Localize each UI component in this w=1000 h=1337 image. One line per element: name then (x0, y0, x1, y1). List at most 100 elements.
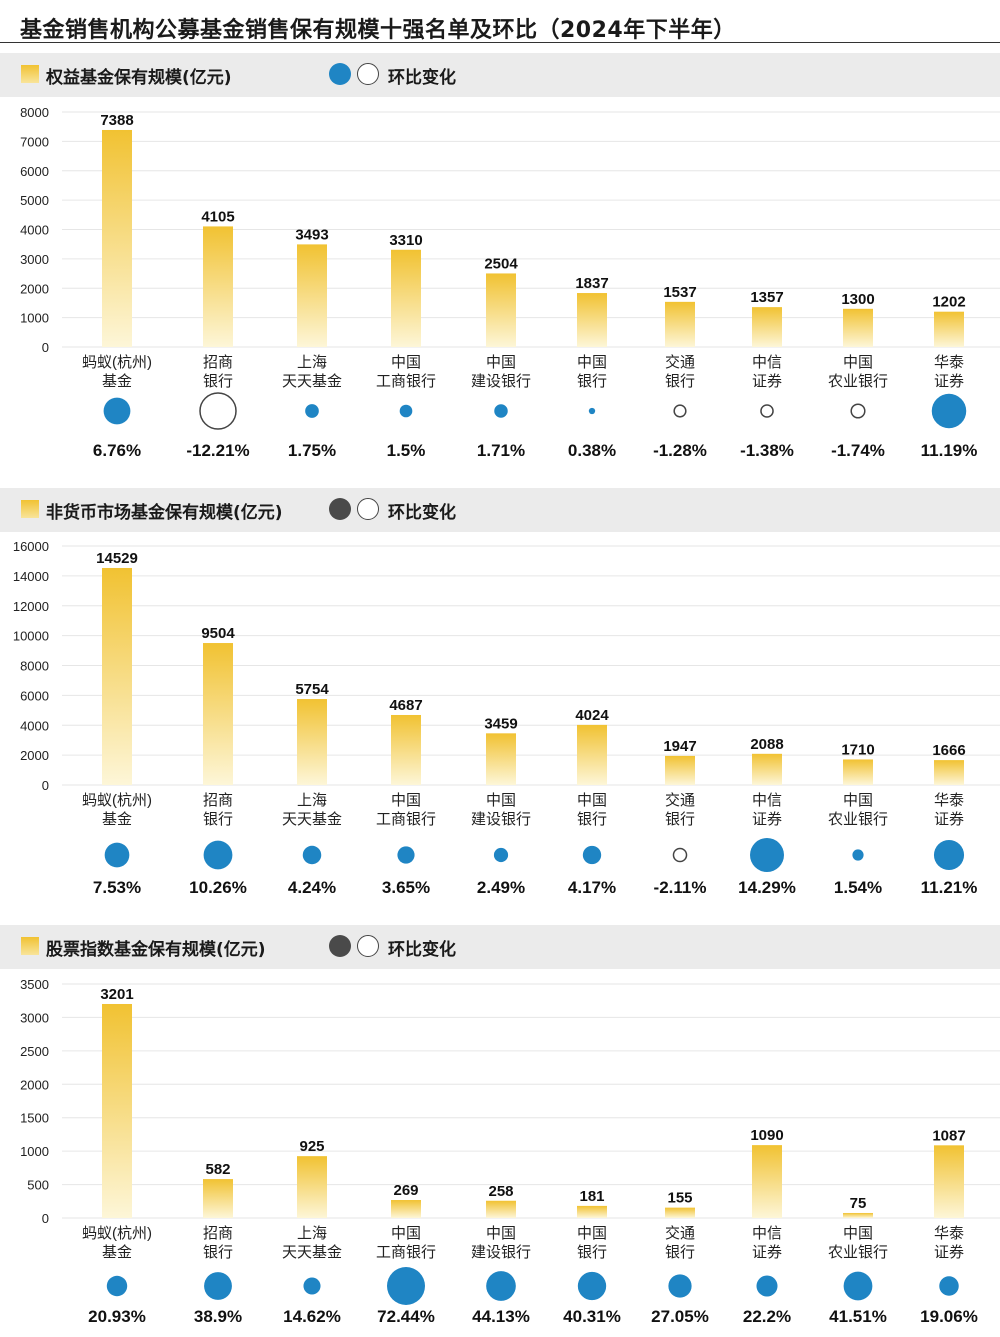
x-category-label: 证券 (934, 373, 964, 390)
x-category-label: 证券 (752, 1244, 782, 1261)
y-tick-label: 8000 (20, 659, 49, 674)
y-tick-label: 0 (42, 1211, 49, 1226)
change-filled-circle (931, 393, 967, 429)
x-category-label: 上海 (297, 354, 327, 371)
bar (934, 760, 964, 785)
bar-value-label: 925 (299, 1138, 324, 1155)
change-percent-label: 1.71% (477, 441, 525, 460)
x-category-label: 基金 (102, 1244, 132, 1261)
x-category-label: 工商银行 (376, 373, 436, 390)
x-category-label: 银行 (203, 1244, 233, 1261)
y-tick-label: 14000 (13, 569, 49, 584)
legend-filled-circle-icon (329, 63, 351, 85)
x-category-label: 农业银行 (828, 373, 888, 390)
bar (577, 293, 607, 347)
x-category-label: 中国 (391, 354, 421, 371)
legend-bar-swatch (21, 65, 39, 83)
change-percent-label: 2.49% (477, 878, 525, 897)
change-percent-label: -1.28% (653, 441, 707, 460)
x-category-label: 中国 (486, 792, 516, 809)
bar (391, 714, 421, 785)
x-category-label: 天天基金 (282, 811, 342, 828)
legend-bar-swatch (21, 500, 39, 518)
chart-title: 权益基金保有规模(亿元) (46, 68, 232, 88)
bar (752, 1145, 782, 1218)
change-filled-circle (106, 1275, 128, 1297)
bar (577, 1205, 607, 1218)
title-divider (0, 42, 1000, 43)
change-percent-label: 10.26% (189, 878, 247, 897)
change-percent-label: 40.31% (563, 1307, 621, 1326)
change-filled-circle (750, 838, 784, 872)
chart-title: 非货币市场基金保有规模(亿元) (46, 503, 283, 523)
change-filled-circle (852, 849, 864, 861)
change-empty-circle (673, 404, 687, 418)
x-category-label: 蚂蚁(杭州) (82, 354, 152, 371)
change-filled-circle (303, 1277, 321, 1295)
x-category-label: 工商银行 (376, 811, 436, 828)
bar (203, 226, 233, 347)
change-percent-label: 22.2% (743, 1307, 791, 1326)
change-filled-circle (582, 845, 602, 865)
y-tick-label: 16000 (13, 539, 49, 554)
change-filled-circle (494, 404, 508, 418)
bar-chart-2: 0 2000 4000 6000 8000 10000 12000 14000 16000 145… (13, 539, 1000, 897)
change-percent-label: 11.21% (921, 878, 978, 897)
x-category-label: 农业银行 (828, 811, 888, 828)
bar (102, 1003, 132, 1218)
change-filled-circle (203, 840, 233, 870)
change-filled-circle (103, 397, 131, 425)
y-tick-label: 8000 (20, 105, 49, 120)
x-category-label: 中国 (843, 354, 873, 371)
bar (486, 1200, 516, 1218)
change-filled-circle (588, 407, 596, 415)
y-tick-label: 2000 (20, 748, 49, 763)
x-category-label: 银行 (577, 811, 607, 828)
change-percent-label: -1.38% (740, 441, 794, 460)
change-percent-label: 4.24% (288, 878, 336, 897)
x-category-label: 工商银行 (376, 1244, 436, 1261)
x-category-label: 银行 (203, 373, 233, 390)
legend-empty-circle-icon (357, 498, 379, 520)
y-tick-label: 2500 (20, 1044, 49, 1059)
x-category-label: 交通 (665, 353, 695, 371)
x-category-label: 交通 (665, 1224, 695, 1242)
bar-value-label: 1090 (750, 1127, 783, 1144)
change-filled-circle (493, 847, 509, 863)
x-category-label: 招商 (203, 792, 233, 809)
x-category-label: 华泰 (934, 792, 964, 809)
x-category-label: 天天基金 (282, 1244, 342, 1261)
bar-value-label: 1837 (575, 275, 608, 292)
x-category-label: 银行 (577, 373, 607, 390)
bar-value-label: 7388 (100, 112, 133, 129)
x-category-label: 中国 (843, 792, 873, 809)
change-percent-label: -12.21% (186, 441, 249, 460)
change-filled-circle (577, 1271, 607, 1301)
change-filled-circle (397, 846, 415, 864)
y-tick-label: 5000 (20, 193, 49, 208)
change-percent-label: 6.76% (93, 441, 141, 460)
change-percent-label: 20.93% (88, 1307, 146, 1326)
change-filled-circle (668, 1274, 692, 1298)
x-category-label: 招商 (203, 354, 233, 371)
change-filled-circle (104, 842, 130, 868)
bar (752, 753, 782, 785)
bar-value-label: 9504 (201, 625, 235, 642)
page-title: 基金销售机构公募基金销售保有规模十强名单及环比（2024年下半年） (20, 18, 736, 43)
change-percent-label: 4.17% (568, 878, 616, 897)
change-filled-circle (933, 839, 965, 871)
x-category-label: 证券 (934, 1244, 964, 1261)
chart-header-2: 非货币市场基金保有规模(亿元) 环比变化 (0, 488, 1000, 532)
change-percent-label: 44.13% (472, 1307, 530, 1326)
legend-change-label: 环比变化 (388, 503, 456, 523)
y-tick-label: 2000 (20, 1077, 49, 1092)
bar (203, 1179, 233, 1218)
bar (486, 273, 516, 347)
bar-value-label: 3493 (295, 226, 328, 243)
change-percent-label: 1.5% (387, 441, 426, 460)
bar (843, 759, 873, 785)
bar-value-label: 582 (205, 1161, 230, 1178)
change-percent-label: 7.53% (93, 878, 141, 897)
x-category-label: 上海 (297, 1225, 327, 1242)
change-empty-circle (760, 404, 774, 418)
